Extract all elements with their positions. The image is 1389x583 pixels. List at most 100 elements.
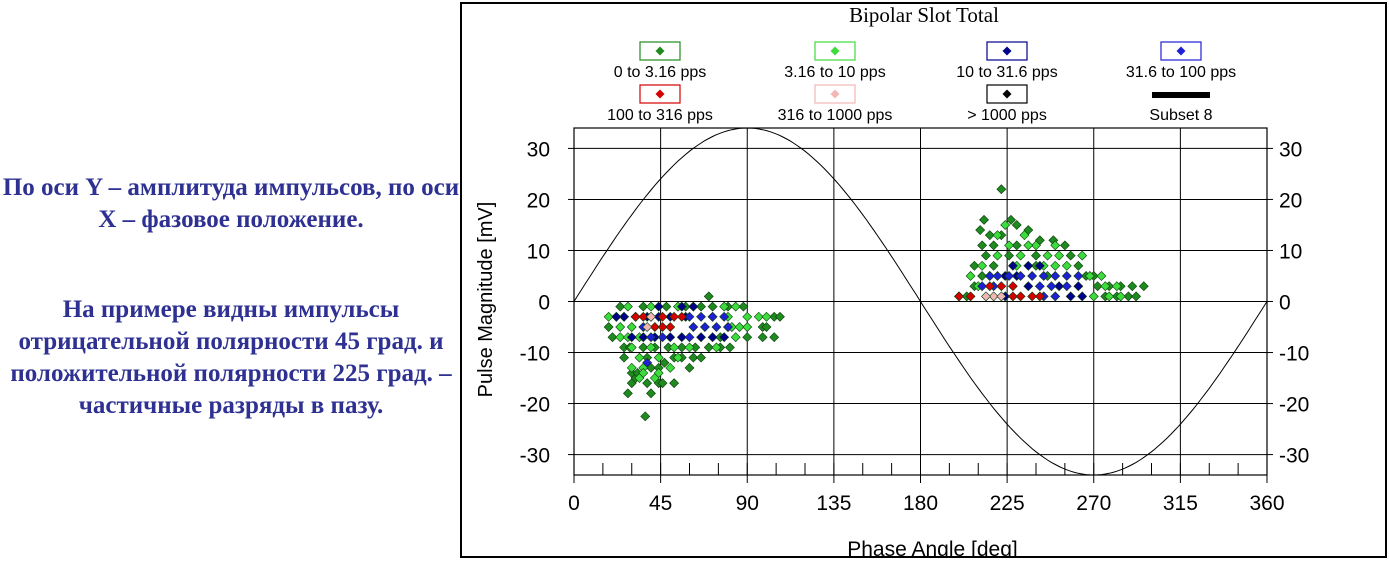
data-point [719,332,730,343]
x-tick-label: 45 [649,492,672,515]
data-point [719,301,730,312]
legend-label: 0 to 3.16 pps [614,64,707,81]
x-tick-label: 225 [990,492,1025,515]
data-point [676,332,687,343]
data-point [653,368,664,378]
data-point [699,322,710,332]
data-point [646,311,656,322]
data-point [673,352,683,363]
data-point [1046,281,1057,292]
data-point [638,332,649,343]
data-point [761,322,772,332]
y-tick-label-right: 0 [1279,292,1291,315]
legend-label: > 1000 pps [967,107,1047,124]
data-point [665,332,676,343]
data-point [640,411,651,422]
data-point [1131,291,1142,302]
x-tick-label: 0 [568,492,580,515]
legend-marker [1176,46,1186,56]
plot-frame: Bipolar Slot Total 30 30 20 20 10 10 0 0 -10 -10 -2… [460,2,1387,558]
data-point [1123,291,1134,302]
legend-label: 10 to 31.6 pps [956,64,1057,81]
x-tick-label: 315 [1163,492,1198,515]
data-point [984,281,995,292]
chart-title: Bipolar Slot Total [849,4,999,27]
data-point [684,311,695,322]
data-point [703,291,714,302]
data-point [1077,291,1088,302]
data-point [646,332,656,343]
data-point [1050,291,1061,302]
y-tick-label-left: 20 [527,189,550,212]
data-point [1065,250,1076,261]
data-point [1007,260,1018,271]
data-point [622,388,633,399]
data-point [615,322,626,332]
data-point [684,362,695,373]
data-point [977,240,988,251]
data-point [653,352,664,363]
data-point [1031,250,1041,261]
data-point [611,311,622,322]
data-point [707,311,718,322]
data-point [723,322,733,332]
data-point [1004,271,1014,281]
data-point [1138,281,1149,292]
data-point [1011,220,1022,230]
data-point [669,378,680,389]
data-point [626,332,637,343]
data-point [1061,260,1072,271]
y-axis-label: Pulse Magnitude [mV] [475,202,497,398]
data-point [984,230,995,241]
reference-sine-curve [573,127,1268,476]
data-point [977,260,988,271]
data-point [1007,281,1018,292]
data-point [626,362,637,373]
y-tick-label-right: -20 [1279,394,1309,417]
data-point [969,260,980,271]
data-point [992,250,1003,261]
data-point [665,322,676,332]
data-point [711,322,722,332]
data-point [1054,250,1065,261]
data-point [988,291,999,302]
data-point [642,322,653,332]
data-point [975,225,986,235]
data-point [1111,281,1122,292]
data-point [984,271,995,281]
data-point [684,342,695,353]
data-point [665,362,676,373]
data-point [738,301,749,312]
data-point [725,342,735,353]
data-point [1007,291,1018,302]
data-point [988,240,999,251]
y-tick-label-left: 10 [527,240,550,263]
data-point [607,332,618,343]
data-point [646,388,656,399]
legend-label: 316 to 1000 pps [778,107,893,124]
data-point [730,301,741,312]
data-point [1027,291,1038,302]
data-point [688,322,699,332]
y-tick-label-left: -30 [520,445,550,468]
data-point [1104,291,1115,302]
data-point [992,271,1003,281]
y-tick-label-left: -20 [520,394,550,417]
legend-marker [655,46,665,56]
data-point [659,357,670,368]
data-point [684,332,695,343]
data-point [642,378,653,389]
data-point [981,291,991,302]
data-point [626,342,637,353]
data-point [661,301,672,312]
data-point [1023,260,1034,271]
data-point [996,184,1007,195]
y-tick-label-right: -10 [1279,343,1309,366]
data-point [1000,220,1011,230]
data-point [753,311,764,322]
data-point [734,322,745,332]
data-point [634,352,645,363]
bipolar-slot-chart: Bipolar Slot Total 30 30 20 20 10 10 0 0 -10 -10 -2… [475,4,1309,556]
data-point [1115,291,1126,302]
data-point [646,342,656,353]
